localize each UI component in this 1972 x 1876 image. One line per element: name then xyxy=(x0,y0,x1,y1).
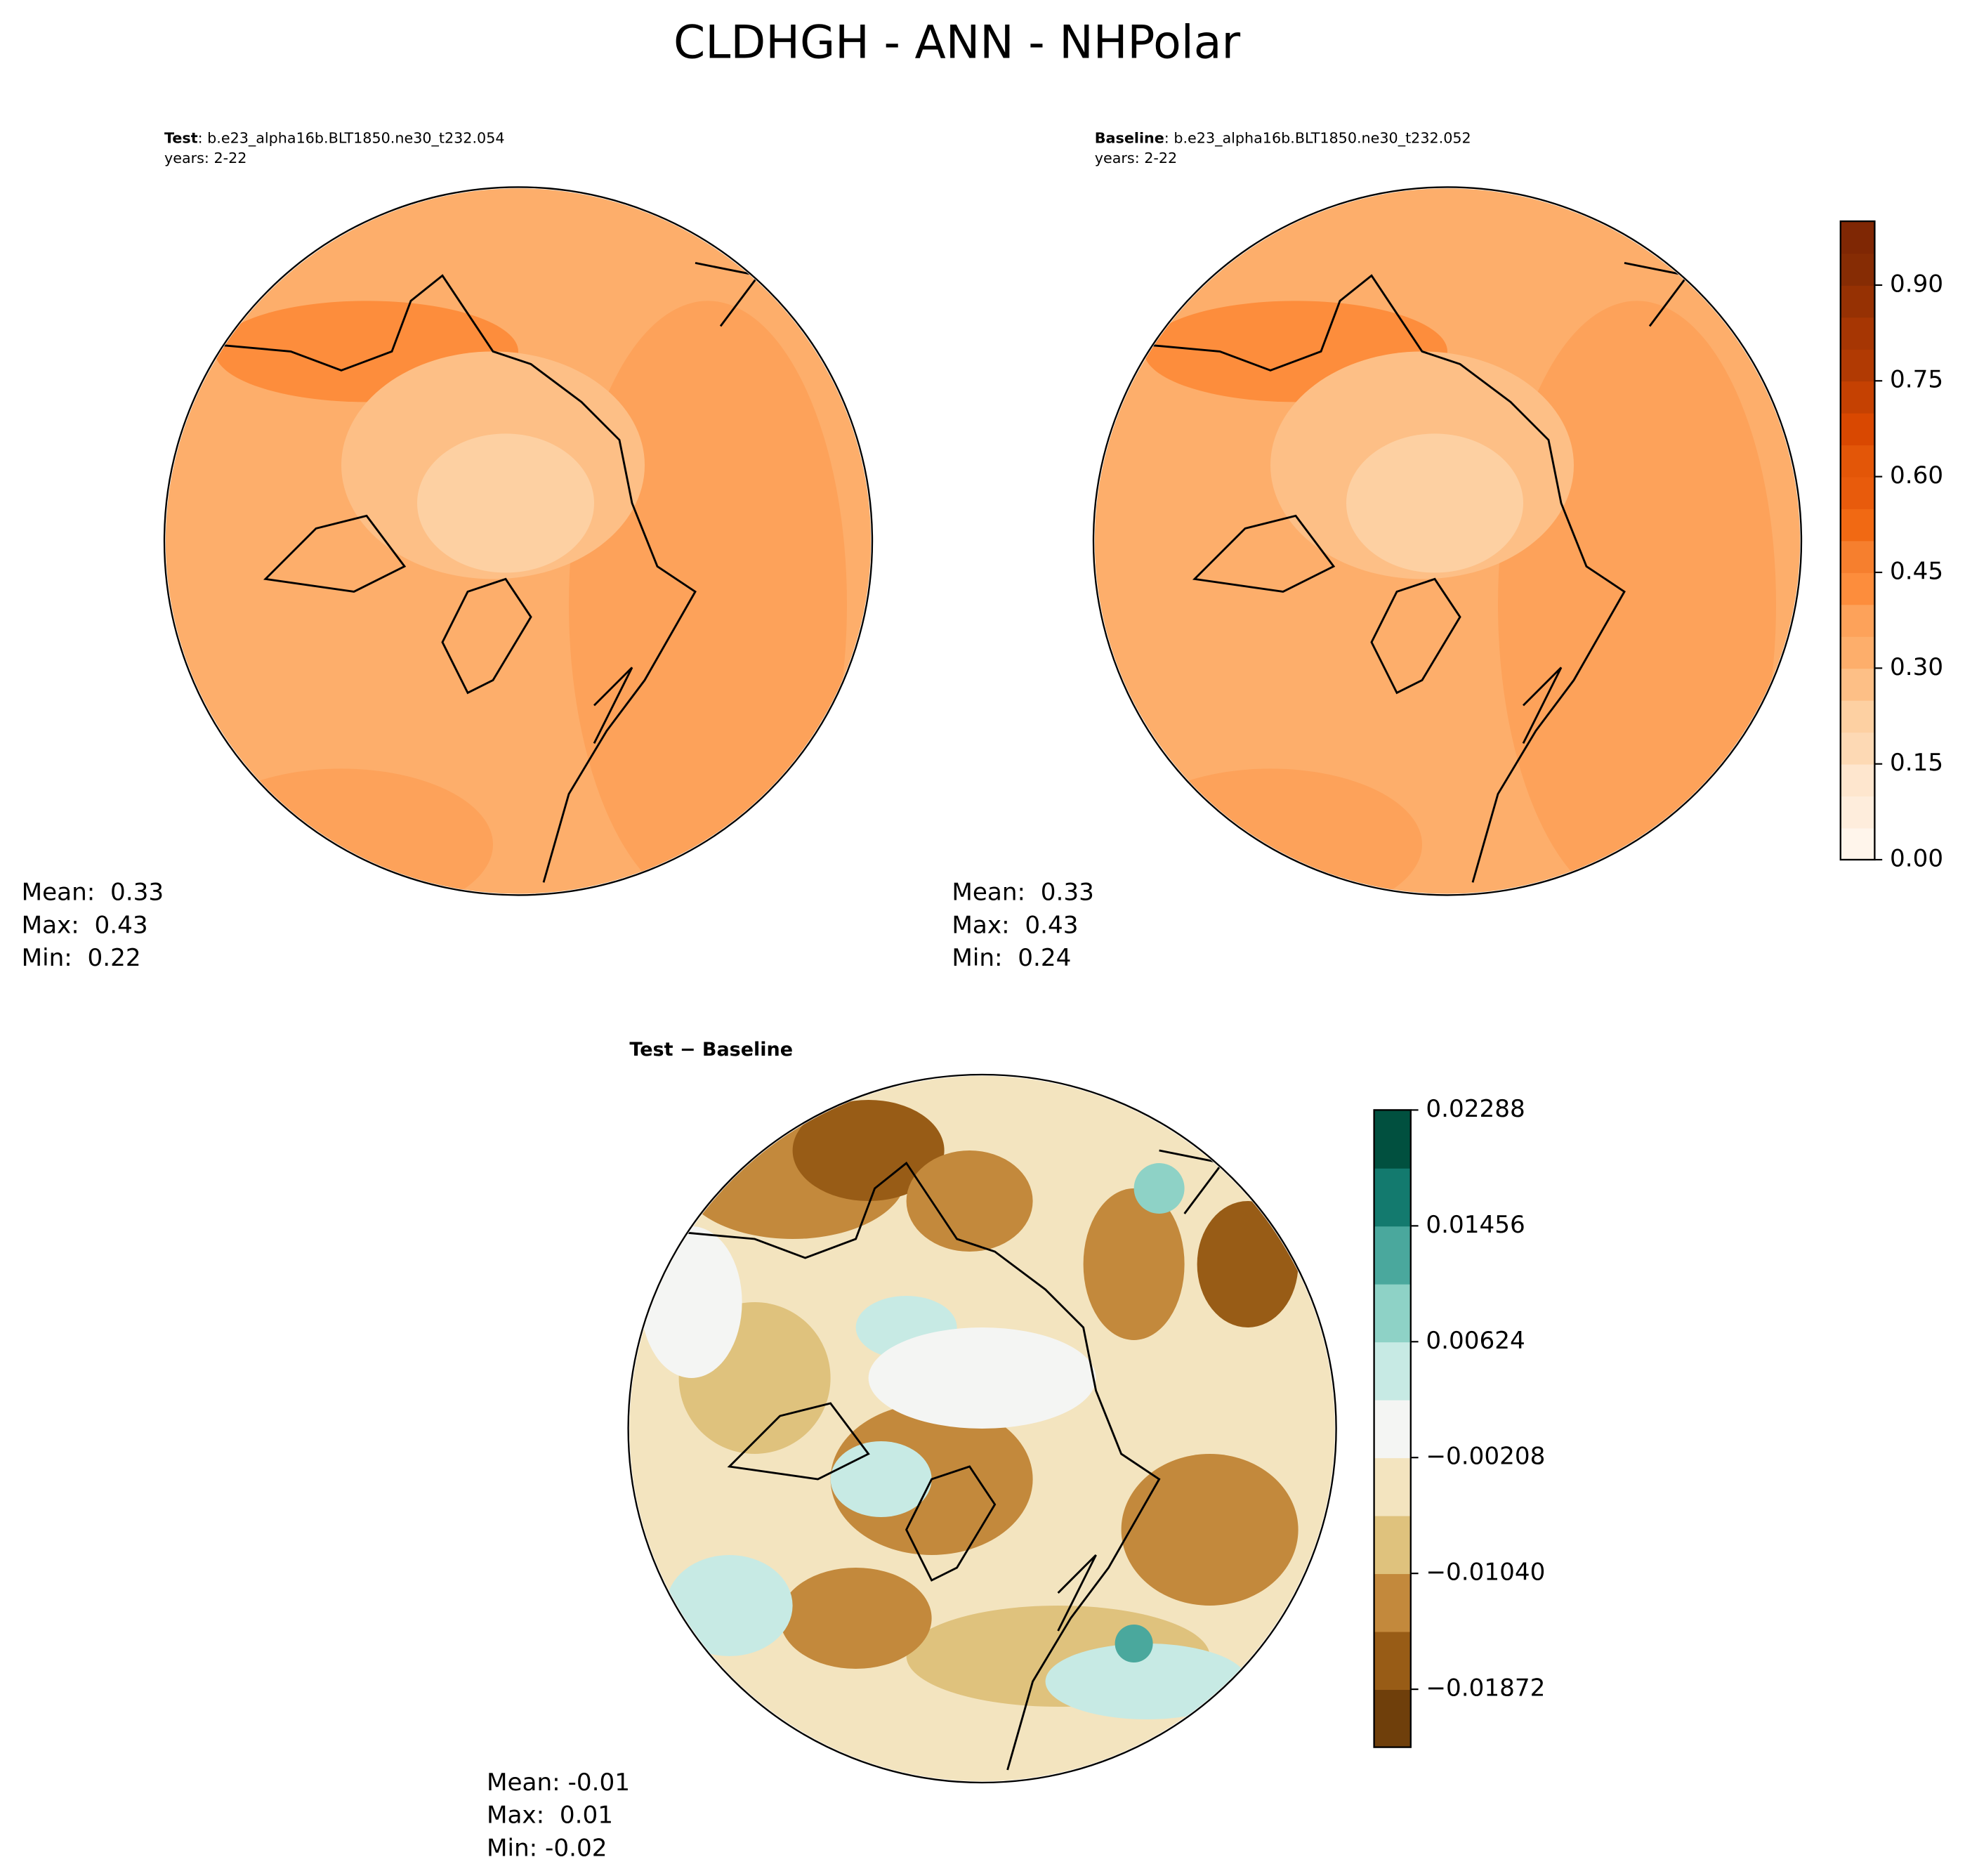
stat-text: Min: -0.02 xyxy=(487,1834,607,1862)
colorbar-tick-label: 0.15 xyxy=(1890,749,1943,777)
map-field xyxy=(830,1441,932,1517)
map-field xyxy=(666,1554,793,1656)
map-field xyxy=(1497,301,1776,894)
map-field xyxy=(780,1567,932,1669)
map-field xyxy=(1083,1188,1185,1340)
colorbar-tick-label: 0.01456 xyxy=(1426,1211,1525,1239)
map-field xyxy=(1045,1643,1248,1719)
colorbar-band xyxy=(1840,636,1875,669)
colorbar-tick-label: 0.90 xyxy=(1890,270,1943,298)
colorbar-tick-label: 0.75 xyxy=(1890,366,1943,394)
colorbar-tick-label: −0.00208 xyxy=(1426,1443,1545,1471)
colorbar-band xyxy=(1374,1689,1411,1748)
map xyxy=(165,188,872,894)
colorbar-band xyxy=(1840,253,1875,286)
colorbar-band xyxy=(1374,1631,1411,1691)
colorbar-band xyxy=(1840,221,1875,254)
colorbar-band xyxy=(1840,763,1875,796)
map-boundary xyxy=(627,1073,1337,1784)
colorbar-tick-label: 0.30 xyxy=(1890,653,1943,681)
stat-text: Mean: 0.33 xyxy=(22,879,164,907)
stat-text: Max: 0.01 xyxy=(487,1802,613,1830)
colorbar-band xyxy=(1840,796,1875,829)
map-field xyxy=(640,1226,742,1378)
coastline xyxy=(221,261,761,883)
map-field xyxy=(569,301,848,894)
colorbar-band xyxy=(1840,572,1875,605)
colorbar-band xyxy=(1374,1515,1411,1575)
coastline xyxy=(685,1149,1225,1771)
colorbar-frame xyxy=(1373,1109,1412,1748)
colorbar-frame xyxy=(1839,220,1876,861)
coastline xyxy=(1150,261,1690,883)
map-field xyxy=(1118,768,1422,894)
map-field xyxy=(190,768,494,894)
colorbar-band xyxy=(1374,1167,1411,1227)
colorbar-band xyxy=(1840,381,1875,414)
colorbar-tick-label: −0.01040 xyxy=(1426,1559,1545,1587)
panel-name: Test xyxy=(164,129,198,146)
colorbar-band xyxy=(1840,509,1875,542)
panel-label: Test − Baseline xyxy=(629,1039,793,1061)
colorbar-tick-label: 0.00624 xyxy=(1426,1327,1525,1355)
map xyxy=(629,1075,1335,1782)
stat-text: Min: 0.24 xyxy=(952,944,1071,972)
map-field xyxy=(1115,1624,1153,1662)
colorbar-band xyxy=(1374,1399,1411,1459)
colorbar-tick-label: 0.60 xyxy=(1890,461,1943,490)
panel-case: : b.e23_alpha16b.BLT1850.ne30_t232.052 xyxy=(1164,129,1471,147)
colorbar-band xyxy=(1840,445,1875,478)
colorbar-band xyxy=(1840,540,1875,573)
panel-case: : b.e23_alpha16b.BLT1850.ne30_t232.054 xyxy=(198,129,505,147)
map-field xyxy=(1133,1162,1185,1214)
colorbar-band xyxy=(1840,700,1875,733)
panel-years: years: 2-22 xyxy=(164,150,246,166)
colorbar-band xyxy=(1840,284,1875,318)
panel-label: Baseline: b.e23_alpha16b.BLT1850.ne30_t2… xyxy=(1095,129,1471,147)
figure-title: CLDHGH - ANN - NHPolar xyxy=(673,16,1240,69)
colorbar-tick-label: 0.00 xyxy=(1890,844,1943,872)
panel-name: Baseline xyxy=(1095,129,1164,146)
map-field xyxy=(417,433,595,573)
map-field xyxy=(906,1150,1033,1252)
map-boundary xyxy=(1092,186,1803,896)
colorbar-band xyxy=(1374,1573,1411,1632)
colorbar-band xyxy=(1374,1342,1411,1401)
colorbar-band xyxy=(1840,317,1875,350)
colorbar-band xyxy=(1840,604,1875,637)
colorbar-band xyxy=(1374,1110,1411,1169)
colorbar-band xyxy=(1840,412,1875,446)
stat-text: Max: 0.43 xyxy=(952,911,1078,939)
colorbar-tick-label: 0.02288 xyxy=(1426,1095,1525,1123)
map xyxy=(1094,188,1801,894)
colorbar-band xyxy=(1374,1226,1411,1285)
colorbar-band xyxy=(1840,476,1875,509)
map-field xyxy=(1346,433,1523,573)
map-boundary xyxy=(163,186,874,896)
map-field xyxy=(868,1327,1096,1429)
panel-years: years: 2-22 xyxy=(1095,150,1177,166)
map-field xyxy=(1121,1453,1299,1606)
colorbar-tick-label: 0.45 xyxy=(1890,557,1943,585)
stat-text: Max: 0.43 xyxy=(22,911,148,939)
stat-text: Mean: 0.33 xyxy=(952,879,1094,907)
map-field xyxy=(792,1099,945,1201)
stat-text: Min: 0.22 xyxy=(22,944,141,972)
colorbar-band xyxy=(1840,668,1875,701)
colorbar-tick-label: −0.01872 xyxy=(1426,1674,1545,1703)
colorbar-band xyxy=(1840,732,1875,765)
map-field xyxy=(1197,1200,1299,1327)
colorbar-band xyxy=(1374,1283,1411,1343)
colorbar-band xyxy=(1840,348,1875,382)
colorbar-band xyxy=(1840,827,1875,860)
stat-text: Mean: -0.01 xyxy=(487,1769,630,1797)
panel-label: Test: b.e23_alpha16b.BLT1850.ne30_t232.0… xyxy=(164,129,505,147)
colorbar-band xyxy=(1374,1457,1411,1516)
